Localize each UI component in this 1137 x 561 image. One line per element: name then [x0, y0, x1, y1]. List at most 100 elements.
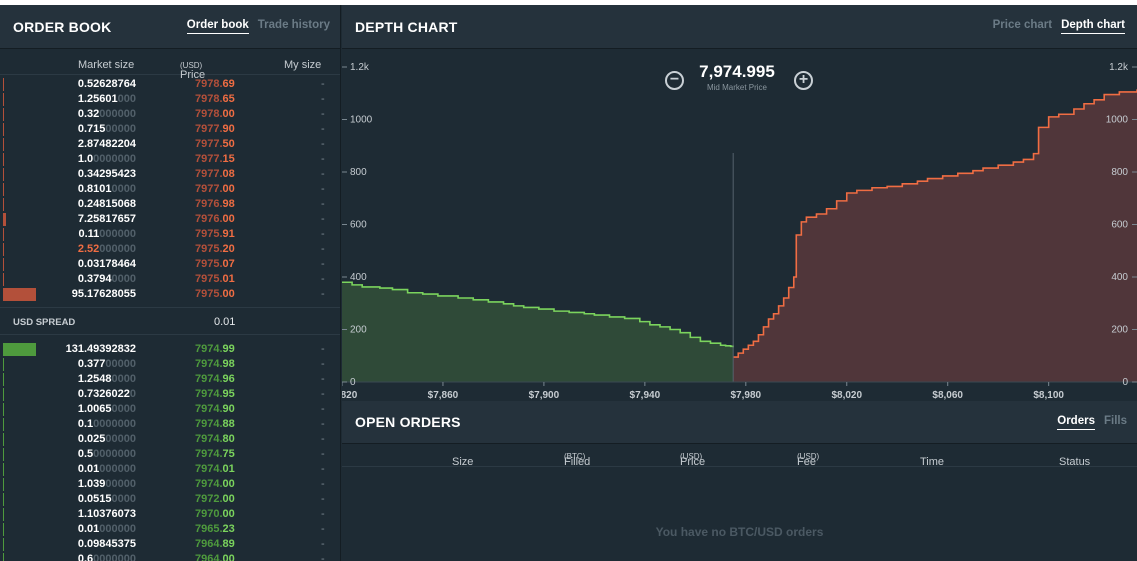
bid-row[interactable]: 0.05150000 7972.00 - [0, 492, 340, 507]
bid-price: 7974.00 [195, 478, 235, 490]
plus-circle-icon[interactable]: + [794, 71, 813, 90]
y-tick-label-left: 200 [350, 325, 367, 336]
bid-depth-bar [3, 403, 4, 416]
bid-row[interactable]: 0.01000000 7974.01 - [0, 462, 340, 477]
ask-depth-bar [3, 183, 4, 196]
depth-chart-panel: DEPTH CHART Price chart Depth chart $7,8… [342, 5, 1137, 400]
minus-circle-icon[interactable]: − [665, 71, 684, 90]
ask-depth-bar [3, 228, 4, 241]
ask-row[interactable]: 95.17628055 7975.00 - [0, 287, 340, 302]
bid-size: 0.73260220 [77, 388, 136, 400]
ask-row[interactable]: 1.00000000 7977.15 - [0, 152, 340, 167]
bid-row[interactable]: 1.25480000 7974.96 - [0, 372, 340, 387]
depth-chart-svg[interactable]: $7,820 $7,860 $7,900 $7,940 $7,980 $8,020 $8,0… [342, 49, 1137, 400]
ask-row[interactable]: 0.32000000 7978.00 - [0, 107, 340, 122]
bid-my-size: - [321, 538, 325, 550]
tab-orders[interactable]: Orders [1057, 415, 1095, 430]
ask-row[interactable]: 0.24815068 7976.98 - [0, 197, 340, 212]
open-orders-header: OPEN ORDERS Orders Fills [342, 401, 1137, 444]
bid-row[interactable]: 0.50000000 7974.75 - [0, 447, 340, 462]
market-size-header: Market size [78, 59, 135, 71]
bid-row[interactable]: 0.37700000 7974.98 - [0, 357, 340, 372]
ask-row[interactable]: 0.34295423 7977.08 - [0, 167, 340, 182]
bid-row[interactable]: 0.60000000 7964.00 - [0, 552, 340, 561]
ask-size: 0.11000000 [78, 228, 136, 240]
mid-market-price: 7,974.995 Mid Market Price [662, 62, 812, 92]
bid-row[interactable]: 1.10376073 7970.00 - [0, 507, 340, 522]
ask-row[interactable]: 0.52628764 7978.69 - [0, 77, 340, 92]
y-tick-label-left: 800 [350, 167, 367, 178]
mid-price-label: Mid Market Price [706, 83, 767, 92]
spread-value: 0.01 [214, 316, 236, 328]
ask-row[interactable]: 0.71500000 7977.90 - [0, 122, 340, 137]
bid-depth-bar [3, 493, 4, 506]
order-book-tabs: Order book Trade history [186, 19, 330, 34]
bids-list: 131.49392832 7974.99-0.37700000 7974.98-1.… [0, 342, 340, 561]
order-book-header: ORDER BOOK Order book Trade history [0, 5, 340, 49]
ask-depth-bar [3, 198, 4, 211]
ask-row[interactable]: 7.25817657 7976.00 - [0, 212, 340, 227]
bid-size: 1.25480000 [77, 373, 136, 385]
ask-price: 7976.98 [195, 198, 235, 210]
bid-price: 7972.00 [195, 493, 235, 505]
ask-depth-bar [3, 138, 4, 151]
ask-row[interactable]: 2.87482204 7977.50 - [0, 137, 340, 152]
bid-my-size: - [321, 523, 325, 535]
bid-row[interactable]: 0.09845375 7964.89 - [0, 537, 340, 552]
ask-depth-bar [3, 288, 36, 301]
depth-chart-title: DEPTH CHART [355, 18, 458, 35]
bids-line [342, 281, 734, 348]
ask-row[interactable]: 0.81010000 7977.00 - [0, 182, 340, 197]
open-orders-panel: OPEN ORDERS Orders Fills Size Filled (BT… [342, 401, 1137, 561]
tab-depth-chart[interactable]: Depth chart [1061, 19, 1125, 34]
bid-row[interactable]: 1.03900000 7974.00 - [0, 477, 340, 492]
spread-label: USD SPREAD [13, 317, 76, 328]
ask-my-size: - [321, 258, 325, 270]
ask-size: 0.52628764 [77, 78, 136, 90]
bid-row[interactable]: 1.00650000 7974.90 - [0, 402, 340, 417]
bid-price: 7974.88 [195, 418, 235, 430]
bid-row[interactable]: 131.49392832 7974.99 - [0, 342, 340, 357]
bid-size: 1.10376073 [77, 508, 136, 520]
ask-price: 7975.00 [195, 288, 235, 300]
bid-price: 7974.90 [195, 403, 235, 415]
bid-size: 131.49392832 [65, 343, 136, 355]
bid-depth-bar [3, 538, 4, 551]
bid-row[interactable]: 0.10000000 7974.88 - [0, 417, 340, 432]
bid-price: 7974.98 [195, 358, 235, 370]
bid-price: 7974.75 [195, 448, 235, 460]
asks-line [733, 89, 1137, 358]
bid-price: 7965.23 [195, 523, 235, 535]
price-column-header: Price (USD) [680, 452, 706, 468]
y-tick-label-left: 0 [350, 377, 356, 388]
ask-row[interactable]: 1.25601000 7978.65 - [0, 92, 340, 107]
ask-row[interactable]: 0.11000000 7975.91 - [0, 227, 340, 242]
ask-row[interactable]: 0.37940000 7975.01 - [0, 272, 340, 287]
ask-price: 7975.01 [195, 273, 235, 285]
bid-depth-bar [3, 358, 4, 371]
bid-depth-bar [3, 553, 4, 561]
asks-list: 0.52628764 7978.69-1.25601000 7978.65-0.32… [0, 77, 340, 302]
tab-order-book[interactable]: Order book [186, 19, 249, 34]
bid-my-size: - [321, 373, 325, 385]
bid-my-size: - [321, 433, 325, 445]
ask-price: 7977.50 [195, 138, 235, 150]
ask-row[interactable]: 0.03178464 7975.07 - [0, 257, 340, 272]
tab-price-chart[interactable]: Price chart [992, 19, 1053, 31]
my-size-header: My size [284, 59, 322, 71]
bid-my-size: - [321, 463, 325, 475]
bid-depth-bar [3, 433, 4, 446]
chart-tabs: Price chart Depth chart [993, 19, 1125, 34]
ask-depth-bar [3, 243, 4, 256]
bid-row[interactable]: 0.02500000 7974.80 - [0, 432, 340, 447]
bid-price: 7974.96 [195, 373, 235, 385]
y-tick-label-left: 1.2k [350, 62, 370, 73]
ask-row[interactable]: 2.52000000 7975.20 - [0, 242, 340, 257]
ask-my-size: - [321, 78, 325, 90]
tab-fills[interactable]: Fills [1103, 414, 1127, 427]
tab-trade-history[interactable]: Trade history [257, 19, 330, 31]
bid-row[interactable]: 0.73260220 7974.95 - [0, 387, 340, 402]
bid-depth-bar [3, 478, 4, 491]
bid-price: 7974.01 [195, 463, 235, 475]
bid-row[interactable]: 0.01000000 7965.23 - [0, 522, 340, 537]
